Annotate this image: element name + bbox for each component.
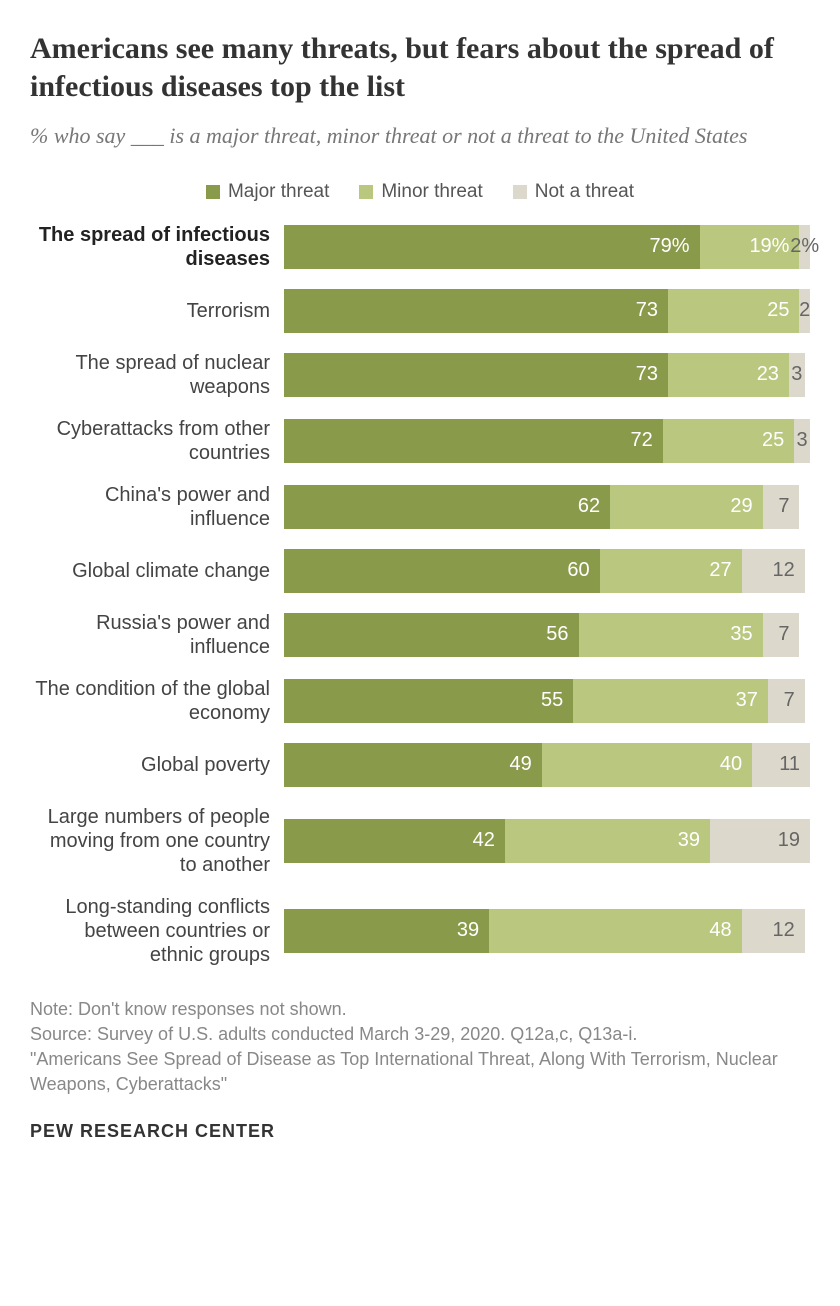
legend-label-minor: Minor threat: [381, 181, 482, 203]
bar-segment-minor: 27: [600, 549, 742, 593]
chart-subtitle: % who say ___ is a major threat, minor t…: [30, 121, 810, 151]
note-line: "Americans See Spread of Disease as Top …: [30, 1047, 810, 1097]
bar-track: 494011: [284, 743, 810, 787]
legend-label-not: Not a threat: [535, 181, 634, 203]
bar-blank: [805, 549, 810, 593]
row-label: Global poverty: [30, 753, 270, 777]
bar-segment-minor: 23: [668, 353, 789, 397]
bar-track: 394812: [284, 909, 810, 953]
bar-segment-major: 72: [284, 419, 663, 463]
bar-segment-minor: 25: [668, 289, 800, 333]
chart-row: Global climate change 602712: [30, 549, 810, 593]
bar-segment-minor: 19%: [700, 225, 800, 269]
bar-blank: [805, 353, 810, 397]
bar-blank: [799, 485, 810, 529]
row-label: The condition of the global economy: [30, 677, 270, 725]
bar-segment-not: 3: [794, 419, 810, 463]
chart-row: China's power and influence 62297: [30, 483, 810, 531]
chart-row: Cyberattacks from other countries 72253: [30, 417, 810, 465]
row-label: Russia's power and influence: [30, 611, 270, 659]
bar-track: 72253: [284, 419, 810, 463]
bar-segment-minor: 39: [505, 819, 710, 863]
bar-segment-minor: 37: [573, 679, 768, 723]
bar-segment-minor: 29: [610, 485, 763, 529]
bar-segment-major: 73: [284, 353, 668, 397]
bar-segment-major: 42: [284, 819, 505, 863]
bar-track: 602712: [284, 549, 810, 593]
bar-segment-minor: 48: [489, 909, 741, 953]
legend: Major threat Minor threat Not a threat: [30, 181, 810, 203]
legend-swatch-major: [206, 185, 220, 199]
bar-segment-not: 12: [742, 909, 805, 953]
row-label: Terrorism: [30, 299, 270, 323]
row-label: China's power and influence: [30, 483, 270, 531]
chart-row: Global poverty 494011: [30, 743, 810, 787]
chart-note: Note: Don't know responses not shown.Sou…: [30, 997, 810, 1098]
row-label: Cyberattacks from other countries: [30, 417, 270, 465]
chart-row: The condition of the global economy 55377: [30, 677, 810, 725]
bar-segment-not: 7: [763, 613, 800, 657]
bar-segment-not: 7: [763, 485, 800, 529]
legend-item-major: Major threat: [206, 181, 329, 203]
bar-blank: [799, 613, 810, 657]
chart-row: Long-standing conflicts between countrie…: [30, 895, 810, 967]
row-label: Global climate change: [30, 559, 270, 583]
bar-track: 73233: [284, 353, 810, 397]
bar-segment-not: 3: [789, 353, 805, 397]
row-label: Long-standing conflicts between countrie…: [30, 895, 270, 967]
chart-row: Russia's power and influence 56357: [30, 611, 810, 659]
bar-segment-major: 56: [284, 613, 579, 657]
bar-segment-major: 60: [284, 549, 600, 593]
bar-track: 423919: [284, 819, 810, 863]
chart-area: The spread of infectious diseases79%19%2…: [30, 223, 810, 967]
bar-segment-major: 55: [284, 679, 573, 723]
bar-segment-not: 2%: [799, 225, 810, 269]
footer-source: PEW RESEARCH CENTER: [30, 1121, 810, 1142]
chart-row: Terrorism 73252: [30, 289, 810, 333]
bar-segment-major: 79%: [284, 225, 700, 269]
bar-track: 55377: [284, 679, 810, 723]
note-line: Note: Don't know responses not shown.: [30, 997, 810, 1022]
row-label: The spread of nuclear weapons: [30, 351, 270, 399]
legend-swatch-not: [513, 185, 527, 199]
bar-segment-major: 73: [284, 289, 668, 333]
legend-label-major: Major threat: [228, 181, 329, 203]
chart-row: The spread of infectious diseases 79%19%2…: [30, 223, 810, 271]
bar-blank: [805, 679, 810, 723]
bar-track: 62297: [284, 485, 810, 529]
note-line: Source: Survey of U.S. adults conducted …: [30, 1022, 810, 1047]
legend-item-minor: Minor threat: [359, 181, 482, 203]
row-label: The spread of infectious diseases: [30, 223, 270, 271]
chart-row: The spread of nuclear weapons 73233: [30, 351, 810, 399]
bar-segment-major: 39: [284, 909, 489, 953]
bar-segment-not: 11: [752, 743, 810, 787]
bar-segment-minor: 40: [542, 743, 752, 787]
bar-segment-not: 19: [710, 819, 810, 863]
bar-track: 56357: [284, 613, 810, 657]
bar-track: 79%19%2%: [284, 225, 810, 269]
bar-segment-not: 2: [799, 289, 810, 333]
bar-segment-major: 49: [284, 743, 542, 787]
bar-track: 73252: [284, 289, 810, 333]
bar-segment-not: 7: [768, 679, 805, 723]
legend-swatch-minor: [359, 185, 373, 199]
bar-segment-not: 12: [742, 549, 805, 593]
bar-segment-minor: 35: [579, 613, 763, 657]
row-label: Large numbers of people moving from one …: [30, 805, 270, 877]
legend-item-not: Not a threat: [513, 181, 634, 203]
bar-segment-minor: 25: [663, 419, 795, 463]
chart-title: Americans see many threats, but fears ab…: [30, 30, 810, 105]
chart-row: Large numbers of people moving from one …: [30, 805, 810, 877]
bar-blank: [805, 909, 810, 953]
bar-segment-major: 62: [284, 485, 610, 529]
